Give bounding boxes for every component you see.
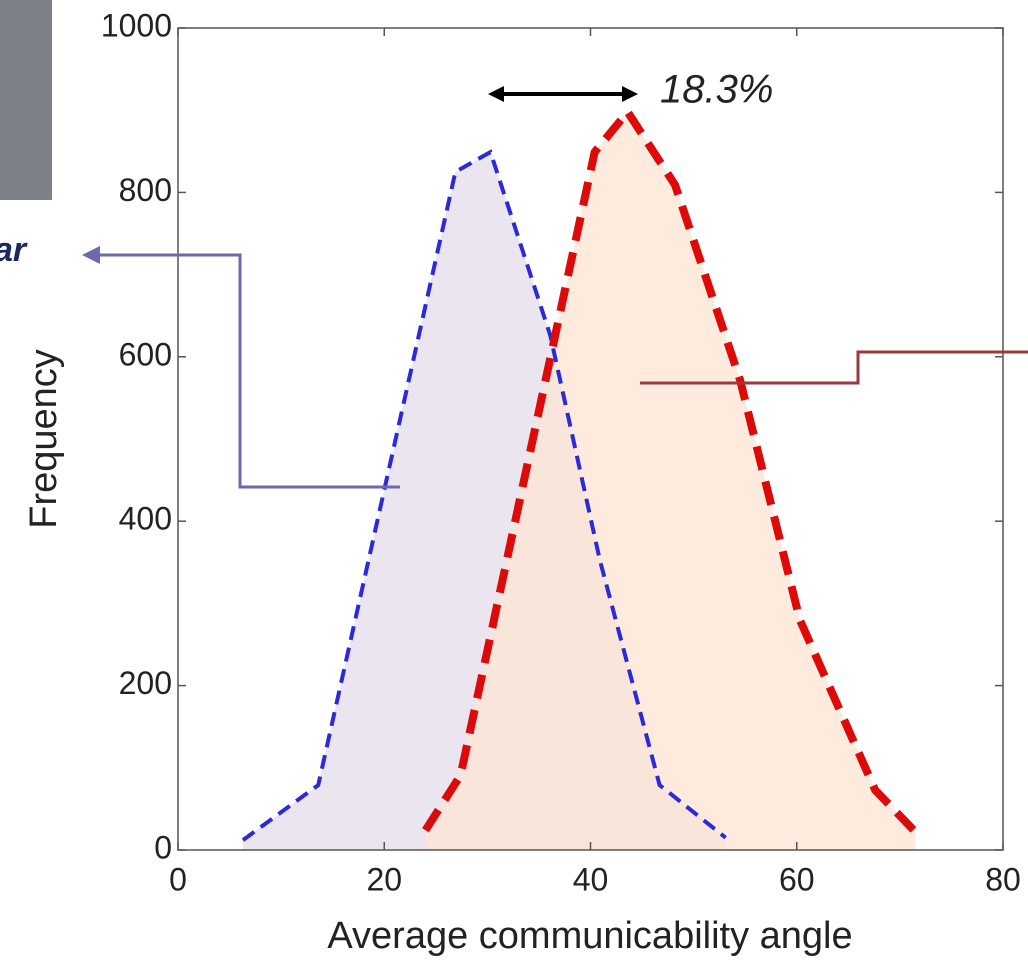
- y-tick-label: 400: [119, 501, 172, 537]
- y-tick-label: 600: [119, 336, 172, 372]
- y-tick-label: 800: [119, 172, 172, 208]
- x-tick-label: 20: [366, 861, 402, 897]
- x-tick-label: 60: [779, 861, 815, 897]
- callout-line: [640, 350, 1028, 385]
- data-line: [241, 149, 727, 842]
- callout-arrow: [85, 253, 400, 489]
- x-axis-label: Average communicability angle: [327, 915, 852, 957]
- x-tick-label: 80: [985, 861, 1021, 897]
- y-tick-label: 1000: [101, 7, 172, 43]
- x-tick-label: 0: [169, 861, 187, 897]
- side-label: ar: [0, 231, 28, 269]
- y-axis-label: Frequency: [23, 349, 65, 529]
- areas: [242, 111, 916, 851]
- x-tick-label: 40: [573, 861, 609, 897]
- y-tick-label: 0: [154, 829, 172, 865]
- arrow-head: [82, 246, 100, 264]
- shift-label: 18.3%: [660, 68, 773, 112]
- arrow-head: [488, 86, 504, 102]
- area-fill: [425, 111, 916, 851]
- data-line: [422, 105, 919, 835]
- photo-fragment: [0, 0, 52, 200]
- lines: [241, 105, 919, 842]
- y-tick-label: 200: [119, 665, 172, 701]
- arrow-head: [622, 86, 638, 102]
